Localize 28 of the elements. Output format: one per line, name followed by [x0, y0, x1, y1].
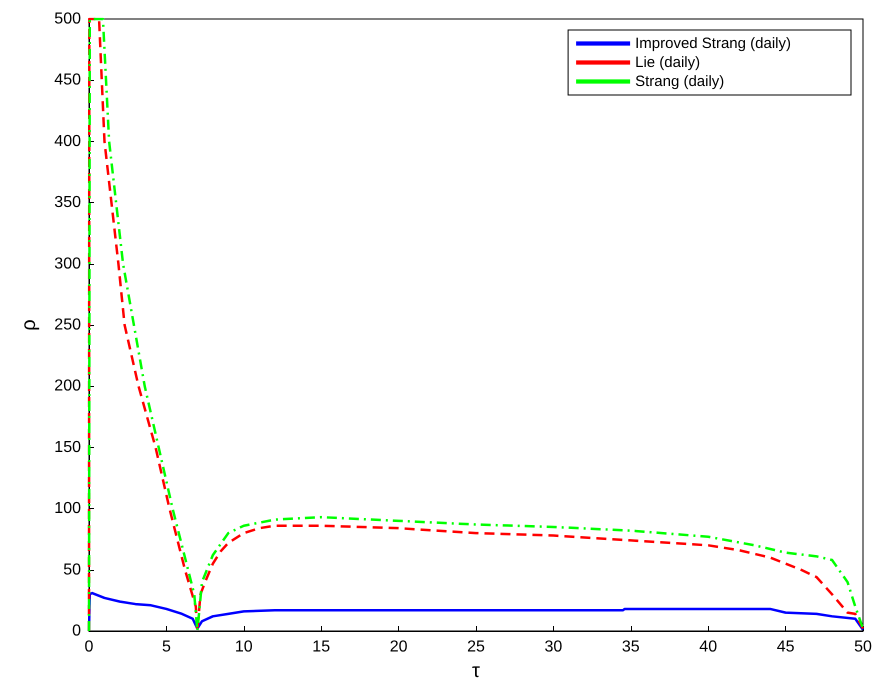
- x-tick-label: 30: [544, 638, 562, 656]
- x-tick-label: 40: [699, 638, 718, 656]
- y-tick-label: 300: [54, 255, 82, 272]
- y-tick-label: 450: [54, 72, 82, 89]
- y-tick-label: 400: [54, 132, 82, 150]
- y-tick-label: 500: [54, 10, 82, 28]
- legend-label: Strang (daily): [635, 73, 724, 90]
- x-tick-label: 50: [854, 638, 872, 656]
- x-tick-label: 25: [467, 638, 485, 656]
- y-tick-label: 0: [72, 622, 82, 640]
- y-tick-label: 50: [63, 561, 82, 578]
- line-series: [88, 18, 864, 632]
- y-tick-label: 250: [54, 316, 82, 334]
- x-tick-label: 0: [84, 638, 94, 656]
- x-tick-label: 35: [622, 638, 640, 656]
- y-axis-title: ρ: [18, 319, 40, 331]
- x-tick-label: 45: [776, 638, 795, 656]
- y-tick-label: 200: [54, 378, 82, 395]
- x-tick-label: 20: [390, 638, 408, 656]
- x-axis-title: τ: [472, 660, 480, 682]
- x-tick-label: 10: [234, 638, 253, 656]
- legend-label: Lie (daily): [635, 54, 700, 71]
- y-tick-label: 150: [54, 438, 82, 456]
- x-tick-label: 5: [162, 638, 171, 656]
- y-tick-label: 100: [54, 500, 82, 518]
- x-tick-label: 15: [312, 638, 330, 656]
- y-tick-label: 350: [54, 194, 82, 212]
- legend-label: Improved Strang (daily): [635, 35, 792, 52]
